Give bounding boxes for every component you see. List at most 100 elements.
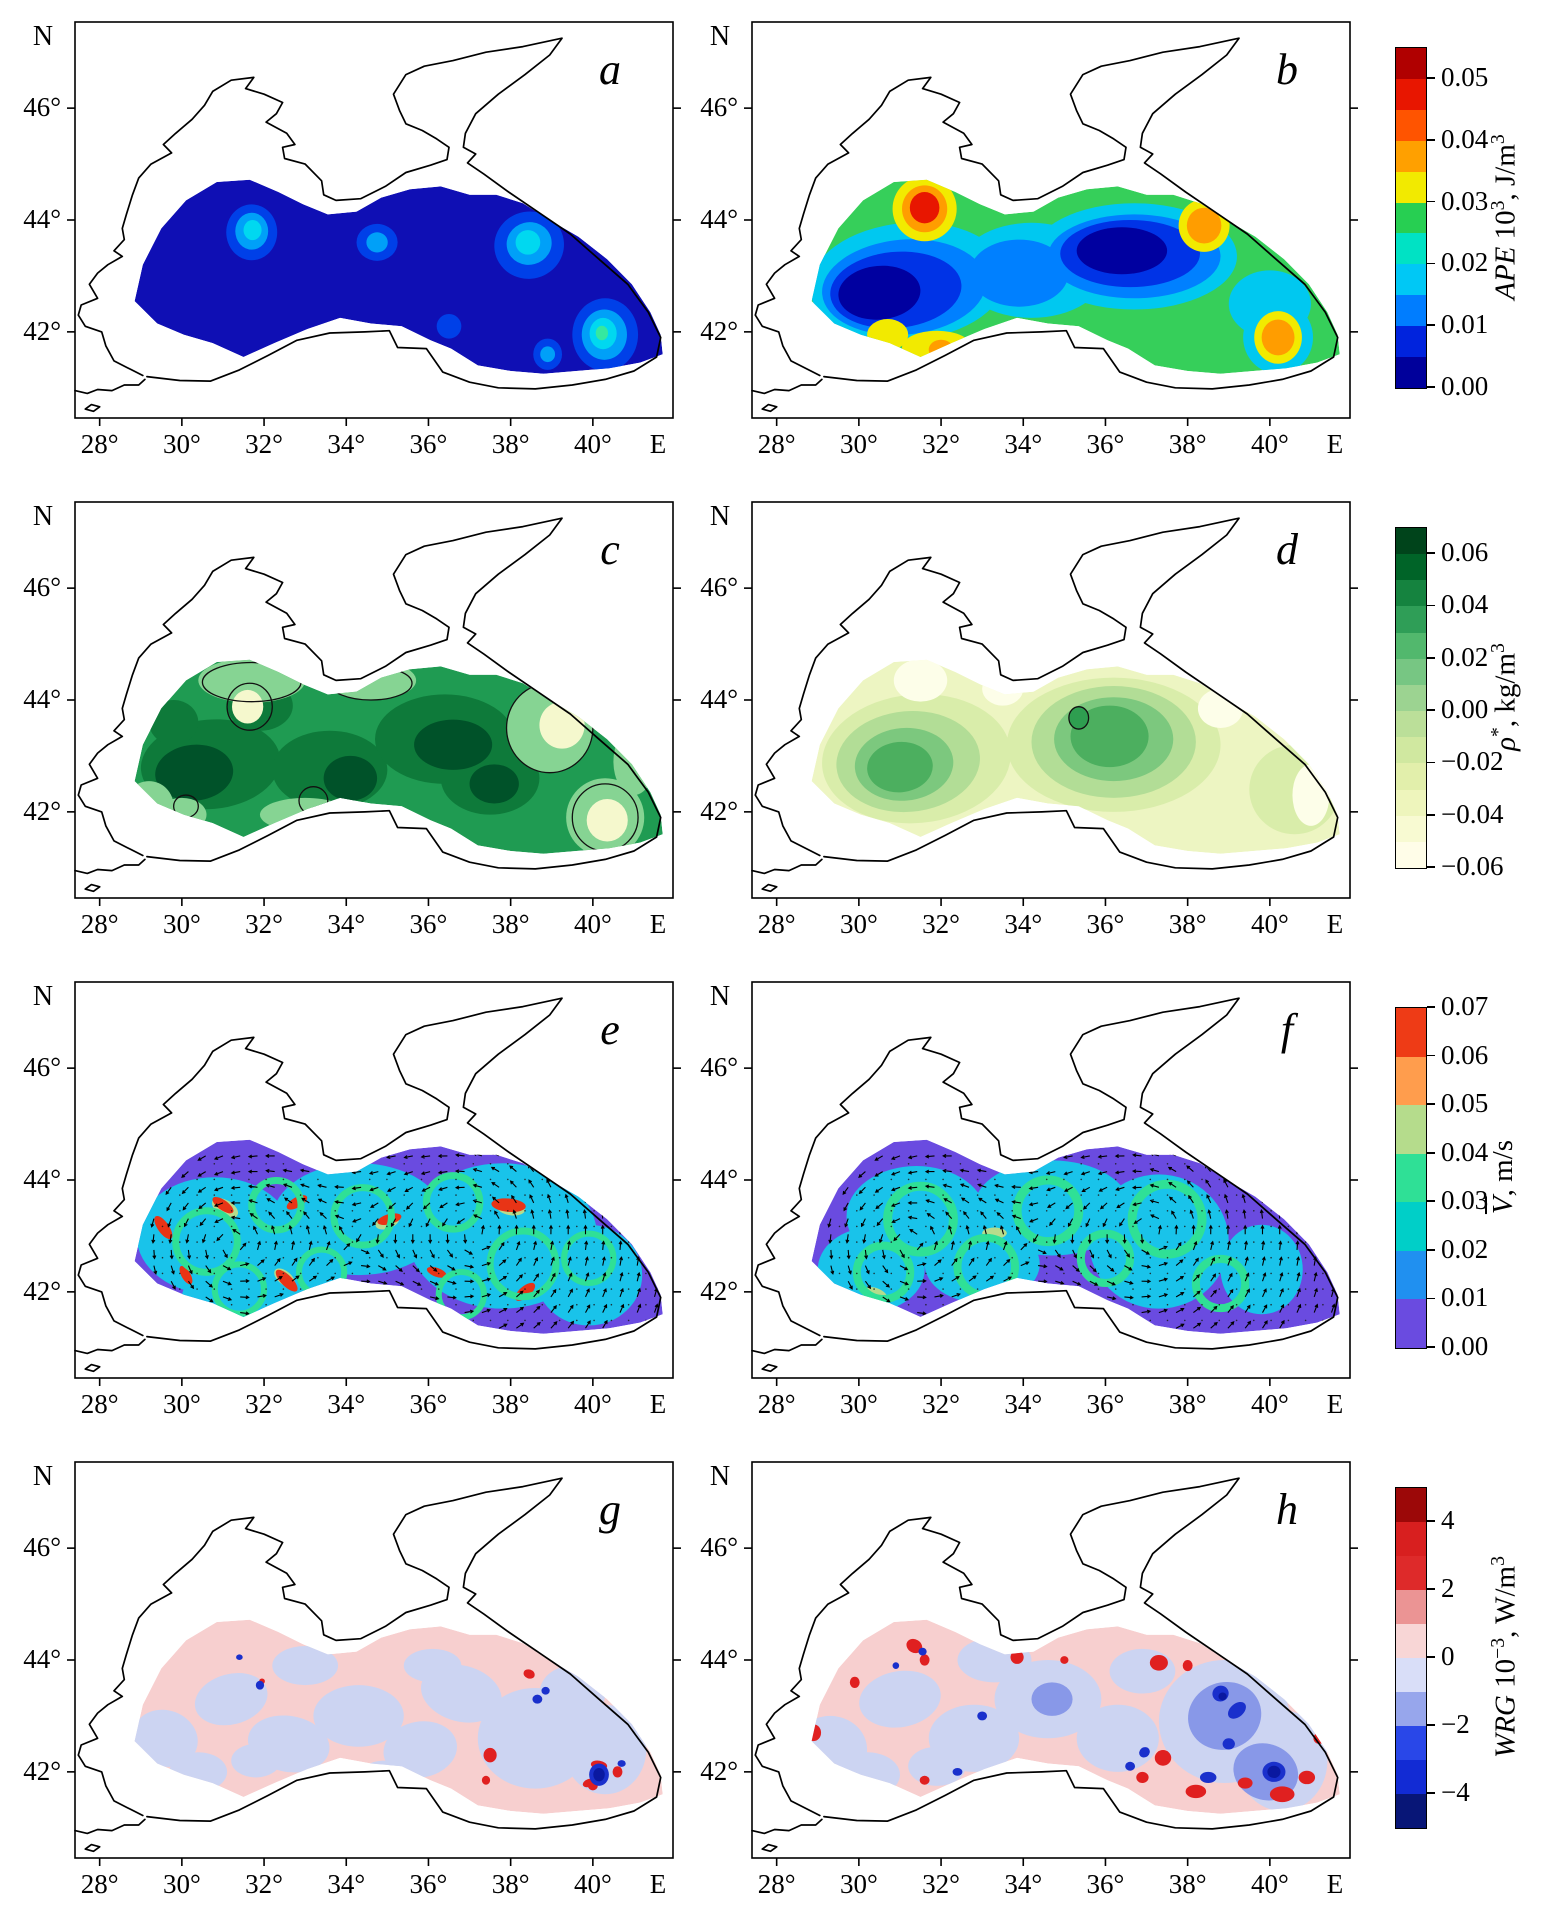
colorbar-segment: [1396, 1760, 1426, 1794]
colorbar-unit-label: ρ*, kg/m3: [1487, 527, 1523, 867]
colorbar-unit-text: 3: [1487, 200, 1509, 211]
y-tick-label: 44°: [700, 684, 738, 714]
map-b: [744, 21, 1358, 426]
colorbar-ape: [1395, 47, 1427, 389]
x-tick-label: 30°: [162, 429, 201, 459]
panel-c: [67, 501, 681, 906]
colorbar-tick-label: 0.02: [1441, 247, 1489, 278]
x-tick-label: 34°: [327, 909, 366, 939]
x-tick-label: 36°: [409, 909, 448, 939]
y-tick-label: 46°: [700, 572, 738, 603]
colorbar-unit-text: ρ: [1489, 736, 1522, 751]
colorbar-tick: [1427, 656, 1435, 659]
colorbar-tick-label: 0.03: [1441, 185, 1489, 216]
x-tick-label: 40°: [1250, 1869, 1289, 1899]
colorbar-tick-label: −0.06: [1441, 851, 1504, 881]
coastline: [751, 37, 1339, 413]
x-axis-unit-label: E: [649, 1869, 667, 1899]
x-tick-label: 30°: [162, 909, 201, 939]
sea-fill-layer: [134, 1139, 663, 1334]
colorbar-segment: [1396, 140, 1426, 172]
x-tick-label: 32°: [922, 909, 960, 939]
coastline: [74, 517, 662, 893]
colorbar-unit-text: 10: [1489, 1658, 1522, 1696]
colorbar-unit-text: *: [1487, 727, 1509, 737]
x-axis-unit-label: E: [649, 429, 667, 459]
colorbar-unit-text: 3: [1487, 134, 1509, 145]
x-axis-unit-label: E: [1326, 1869, 1344, 1899]
x-tick-label: 40°: [573, 1869, 612, 1899]
x-tick-label: 30°: [839, 429, 878, 459]
colorbar-unit-text: V: [1487, 1196, 1519, 1215]
x-tick-label: 38°: [1168, 1869, 1207, 1899]
x-axis-unit-label: E: [1326, 429, 1344, 459]
panel-d: [744, 501, 1358, 906]
x-tick-label: 36°: [1086, 1389, 1125, 1419]
axis-ticks: [744, 1547, 1358, 1866]
colorbar-segment: [1396, 554, 1426, 581]
colorbar-segment: [1396, 357, 1426, 388]
colorbar-segment: [1396, 684, 1426, 712]
panel-letter-b: b: [1276, 45, 1298, 94]
x-tick-label: 32°: [245, 1869, 283, 1899]
colorbar-tick: [1427, 1346, 1435, 1348]
y-tick-label: 46°: [23, 92, 61, 123]
map-c: [67, 501, 681, 906]
map-e: [67, 981, 681, 1386]
colorbar-tick-label: 0: [1441, 1641, 1455, 1671]
x-tick-label: 38°: [1168, 429, 1207, 459]
colorbar-segment: [1396, 1008, 1426, 1057]
colorbar-tick: [1427, 761, 1435, 764]
current-vectors: [827, 1151, 1336, 1329]
coastline: [74, 37, 662, 413]
sea-fill-layer: [811, 659, 1340, 854]
colorbar-segment: [1396, 789, 1426, 816]
colorbar-unit-text: 10: [1489, 210, 1522, 247]
colorbar-tick: [1427, 1297, 1435, 1300]
panel-g: [67, 1461, 681, 1866]
colorbar-segment: [1396, 528, 1426, 555]
x-tick-label: 40°: [1250, 909, 1289, 939]
panel-letter-f: f: [1280, 1005, 1294, 1054]
colorbar-segment: [1396, 1794, 1426, 1828]
x-tick-label: 32°: [922, 1389, 960, 1419]
colorbar-unit-text: −3: [1487, 1637, 1509, 1659]
map-d: [744, 501, 1358, 906]
x-tick-label: 28°: [757, 429, 796, 459]
colorbar-tick: [1427, 1249, 1435, 1251]
panel-letter-a: a: [599, 45, 621, 94]
panel-f: [744, 981, 1358, 1386]
colorbar-tick: [1427, 1200, 1435, 1203]
colorbar-tick: [1427, 1151, 1435, 1154]
colorbar-segment: [1396, 1488, 1426, 1522]
colorbar-tick: [1427, 138, 1435, 141]
x-tick-label: 36°: [409, 1869, 448, 1899]
x-tick-label: 38°: [491, 429, 530, 459]
quiver-dot-grid: [161, 1163, 663, 1334]
colorbar-tick-label: −2: [1441, 1709, 1470, 1739]
axis-ticks: [744, 1067, 1358, 1386]
x-tick-label: 34°: [327, 429, 366, 459]
axis-ticks: [744, 107, 1358, 426]
colorbar-tick: [1427, 386, 1435, 388]
x-tick-label: 36°: [1086, 429, 1125, 459]
x-tick-label: 36°: [1086, 909, 1125, 939]
y-tick-label: 46°: [700, 1052, 738, 1083]
current-vectors: [150, 1151, 659, 1329]
x-tick-label: 30°: [162, 1869, 201, 1899]
colorbar-unit-text: APE: [1489, 246, 1522, 300]
x-tick-label: 40°: [573, 909, 612, 939]
y-tick-label: 42°: [700, 795, 738, 826]
panel-a: [67, 21, 681, 426]
colorbar-segment: [1396, 711, 1426, 738]
coastline: [751, 997, 1339, 1373]
colorbar-segment: [1396, 202, 1426, 234]
x-tick-label: 34°: [327, 1389, 366, 1419]
x-axis-unit-label: E: [649, 1389, 667, 1419]
colorbar-tick-label: −0.04: [1441, 798, 1504, 829]
x-tick-label: 32°: [245, 1389, 283, 1419]
colorbar-tick-label: 0.00: [1441, 1331, 1489, 1361]
colorbar-tick: [1427, 262, 1435, 265]
map-g: [67, 1461, 681, 1866]
colorbar-segment: [1396, 1590, 1426, 1624]
